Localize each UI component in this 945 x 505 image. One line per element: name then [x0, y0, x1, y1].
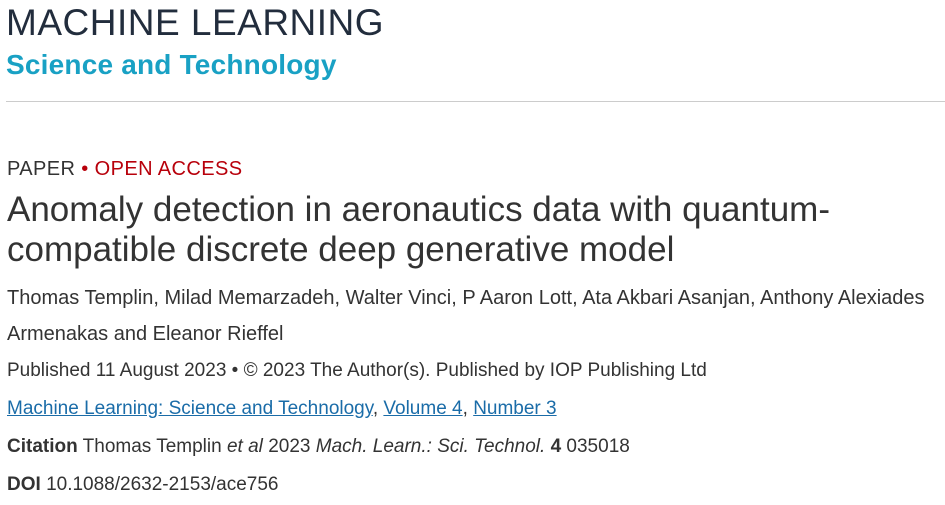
header-divider: [6, 101, 945, 102]
citation-label: Citation: [7, 436, 78, 457]
open-access-label: OPEN ACCESS: [94, 158, 243, 180]
breadcrumb-separator: ,: [372, 398, 379, 419]
journal-logo-subtitle[interactable]: Science and Technology: [6, 49, 337, 80]
journal-header: MACHINE LEARNING Science and Technology: [6, 0, 945, 102]
journal-logo-title[interactable]: MACHINE LEARNING: [6, 2, 385, 43]
doi-line: DOI 10.1088/2632-2153/ace756: [7, 466, 937, 504]
citation-line: Citation Thomas Templin et al 2023 Mach.…: [7, 428, 937, 466]
doi-label: DOI: [7, 474, 41, 495]
doi-value: 10.1088/2632-2153/ace756: [46, 474, 279, 495]
article-kicker: PAPER • OPEN ACCESS: [7, 156, 937, 182]
citation-authors: Thomas Templin: [82, 436, 222, 457]
citation-etal: et al: [226, 436, 263, 457]
volume-link[interactable]: Volume 4: [383, 398, 463, 419]
kicker-separator: •: [81, 158, 89, 180]
journal-link[interactable]: Machine Learning: Science and Technology: [7, 398, 373, 419]
citation-journal: Mach. Learn.: Sci. Technol.: [315, 436, 546, 457]
breadcrumb-separator: ,: [462, 398, 468, 419]
citation-year: 2023: [268, 436, 311, 457]
publication-info: Published 11 August 2023 • © 2023 The Au…: [7, 360, 707, 381]
citation-article-number: 035018: [566, 436, 630, 457]
article-header: PAPER • OPEN ACCESS Anomaly detection in…: [7, 156, 937, 504]
author-list: Thomas Templin, Milad Memarzadeh, Walter…: [7, 287, 925, 345]
citation-volume: 4: [550, 436, 562, 457]
article-type-label: PAPER: [7, 158, 76, 180]
journal-breadcrumb: Machine Learning: Science and Technology…: [7, 390, 937, 428]
article-title: Anomaly detection in aeronautics data wi…: [7, 190, 830, 269]
issue-number-link[interactable]: Number 3: [473, 398, 557, 419]
